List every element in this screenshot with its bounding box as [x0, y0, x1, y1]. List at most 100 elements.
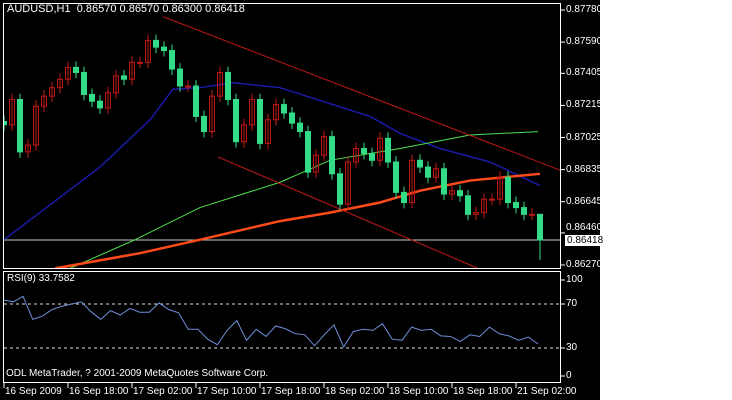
bull-candle — [321, 136, 327, 156]
time-tick-label: 18 Sep 10:00 — [389, 386, 449, 397]
bear-candle — [177, 68, 183, 87]
rsi-tick-label: 70 — [566, 298, 578, 309]
channel-line — [217, 156, 479, 268]
time-tick-label: 16 Sep 2009 — [5, 386, 62, 397]
bull-candle — [65, 66, 71, 80]
bull-candle — [353, 147, 359, 163]
rsi-tick-label: 30 — [566, 342, 578, 353]
time-tick-label: 21 Sep 02:00 — [517, 386, 577, 397]
bear-candle — [121, 75, 127, 80]
price-tick-label: 0.86270 — [566, 259, 603, 270]
bear-candle — [425, 166, 431, 178]
bull-candle — [209, 95, 215, 133]
bear-candle — [17, 99, 23, 153]
bull-candle — [145, 39, 151, 63]
bear-candle — [89, 93, 95, 102]
bull-candle — [497, 176, 503, 200]
bull-candle — [137, 61, 143, 64]
bull-candle — [481, 198, 487, 214]
rsi-line — [3, 295, 539, 348]
bear-candle — [305, 131, 311, 173]
bear-candle — [361, 147, 367, 155]
bull-candle — [249, 99, 255, 126]
bull-candle — [273, 104, 279, 121]
rsi-tick-label: 100 — [566, 274, 583, 285]
chart-canvas[interactable] — [0, 0, 600, 400]
bear-candle — [401, 191, 407, 204]
bear-candle — [233, 99, 239, 143]
bull-candle — [489, 198, 495, 201]
bear-candle — [385, 137, 391, 163]
bull-candle — [345, 161, 351, 205]
bear-candle — [281, 104, 287, 114]
bear-candle — [537, 213, 543, 241]
bull-candle — [433, 168, 439, 178]
ohlc-label: 0.86570 0.86570 0.86300 0.86418 — [76, 3, 245, 15]
bull-candle — [313, 154, 319, 173]
bear-candle — [505, 176, 511, 204]
bear-candle — [153, 39, 159, 48]
bull-candle — [265, 119, 271, 144]
bull-candle — [529, 213, 535, 216]
bull-candle — [105, 92, 111, 109]
bull-candle — [217, 71, 223, 97]
bear-candle — [73, 66, 79, 73]
bear-candle — [513, 202, 519, 209]
current-price-label: 0.86418 — [565, 235, 606, 246]
bull-candle — [25, 144, 31, 153]
bull-candle — [409, 159, 415, 204]
bull-candle — [41, 95, 47, 107]
symbol-label: AUDUSD,H1 — [7, 3, 71, 15]
bull-candle — [33, 105, 39, 146]
bull-candle — [57, 78, 63, 89]
price-plot — [4, 16, 560, 268]
bear-candle — [329, 136, 335, 175]
bull-candle — [49, 87, 55, 97]
rsi-tick-label: 0 — [566, 370, 572, 381]
bear-candle — [161, 46, 167, 52]
bull-candle — [113, 75, 119, 94]
price-tick-label: 0.86645 — [566, 195, 603, 207]
moving-average-line — [4, 81, 541, 241]
bull-candle — [185, 85, 191, 88]
bear-candle — [201, 115, 207, 133]
bull-candle — [129, 61, 135, 80]
bear-candle — [81, 71, 87, 95]
bear-candle — [457, 190, 463, 197]
bear-candle — [369, 153, 375, 161]
price-tick-label: 0.87780 — [566, 4, 603, 15]
bull-candle — [9, 99, 15, 126]
bull-candle — [473, 212, 479, 215]
main-chart-frame — [3, 3, 561, 269]
time-tick-label: 17 Sep 02:00 — [133, 386, 193, 397]
bull-candle — [449, 190, 455, 195]
bear-candle — [97, 100, 103, 109]
bear-candle — [289, 112, 295, 124]
bear-candle — [225, 71, 231, 101]
channel-line — [163, 16, 560, 171]
bear-candle — [169, 50, 175, 70]
bear-candle — [393, 161, 399, 193]
time-tick-label: 17 Sep 10:00 — [197, 386, 257, 397]
chart-header: AUDUSD,H1 0.86570 0.86570 0.86300 0.8641… — [7, 4, 245, 15]
rsi-header: RSI(9) 33.7582 — [7, 273, 75, 284]
bear-candle — [417, 159, 423, 168]
time-tick-label: 16 Sep 18:00 — [69, 386, 129, 397]
price-tick-label: 0.87405 — [566, 67, 603, 79]
price-tick-label: 0.86835 — [566, 163, 603, 175]
time-tick-label: 18 Sep 02:00 — [325, 386, 385, 397]
price-tick-label: 0.86460 — [566, 222, 603, 233]
bear-candle — [441, 168, 447, 195]
bear-candle — [257, 99, 263, 144]
rsi-frame — [3, 271, 561, 383]
copyright-text: ODL MetaTrader, ? 2001-2009 MetaQuotes S… — [6, 368, 269, 379]
bear-candle — [297, 122, 303, 133]
bull-candle — [241, 124, 247, 143]
bear-candle — [521, 207, 527, 215]
time-tick-label: 17 Sep 18:00 — [261, 386, 321, 397]
bear-candle — [193, 85, 199, 117]
price-tick-label: 0.87025 — [566, 131, 603, 143]
time-tick-label: 18 Sep 18:00 — [453, 386, 513, 397]
bull-candle — [377, 137, 383, 161]
bear-candle — [4, 120, 7, 126]
